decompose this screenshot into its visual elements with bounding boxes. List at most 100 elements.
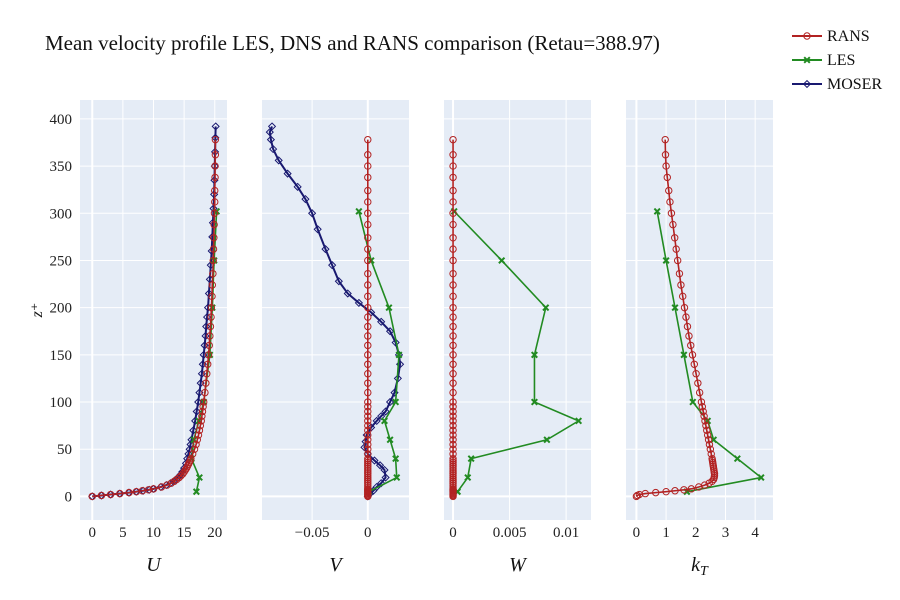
legend-label: MOSER: [827, 76, 882, 93]
rans-point: [700, 412, 708, 420]
rans-point: [204, 351, 213, 359]
rans-point: [364, 473, 372, 482]
x-tick-label: 0: [449, 525, 457, 541]
chart-title: Mean velocity profile LES, DNS and RANS …: [45, 31, 660, 55]
rans-point: [190, 445, 199, 453]
moser-point: [380, 465, 389, 475]
rans-point: [364, 303, 372, 312]
moser-point: [266, 135, 276, 144]
rans-point: [364, 475, 372, 484]
rans-point: [449, 162, 457, 170]
rans-point: [364, 468, 372, 476]
rans-point: [449, 292, 457, 301]
les-point: [380, 417, 389, 425]
x-tick-label: 2: [692, 525, 700, 541]
rans-point: [449, 431, 457, 439]
rans-point: [680, 486, 688, 494]
moser-point: [209, 204, 218, 213]
rans-point: [364, 173, 372, 182]
rans-point: [364, 471, 372, 480]
moser-point: [385, 327, 395, 336]
rans-point: [662, 162, 670, 170]
x-tick-label: 0: [89, 525, 97, 541]
rans-point: [703, 426, 711, 435]
rans-point: [364, 481, 372, 489]
moser-point: [385, 397, 395, 407]
moser-point: [202, 312, 212, 322]
rans-point: [449, 313, 457, 321]
rans-point: [449, 398, 457, 406]
moser-point: [381, 473, 390, 482]
rans-point: [364, 313, 372, 321]
rans-point: [364, 454, 372, 463]
x-tick-label: 0: [364, 525, 372, 541]
rans-point: [149, 485, 158, 493]
rans-point: [671, 234, 679, 242]
rans-point: [198, 412, 206, 420]
rans-point: [449, 454, 457, 463]
rans-point: [364, 479, 372, 487]
les-point: [386, 436, 394, 444]
rans-point: [677, 281, 685, 289]
rans-point: [675, 269, 684, 278]
rans-point: [364, 209, 372, 217]
rans-point: [700, 481, 709, 489]
y-tick-label: 150: [50, 348, 73, 364]
rans-point: [449, 256, 457, 265]
rans-point: [685, 332, 693, 340]
rans-point: [210, 209, 219, 217]
rans-point: [364, 186, 372, 195]
rans-point: [364, 256, 372, 265]
rans-point: [209, 245, 218, 253]
rans-point: [364, 220, 372, 229]
moser-point: [334, 277, 343, 286]
rans-point: [364, 477, 372, 486]
les-point: [392, 455, 400, 463]
rans-point: [449, 332, 457, 340]
rans-point: [364, 198, 372, 206]
legend-label: LES: [827, 52, 855, 69]
moser-point: [377, 479, 386, 488]
rans-point: [449, 479, 457, 487]
rans-point: [449, 485, 457, 493]
rans-point: [449, 471, 457, 480]
rans-point: [175, 473, 183, 482]
rans-point: [211, 186, 219, 195]
rans-point: [364, 407, 372, 416]
rans-point: [662, 487, 670, 496]
rans-point: [364, 485, 372, 493]
rans-point: [449, 341, 457, 350]
moser-point: [269, 144, 278, 154]
rans-point: [449, 370, 457, 378]
rans-point: [449, 151, 457, 159]
rans-point: [666, 198, 674, 206]
les-point: [192, 488, 200, 496]
legend-item-les[interactable]: LES: [792, 52, 855, 69]
rans-point: [364, 332, 372, 340]
y-tick-label: 300: [50, 206, 73, 222]
les-point: [385, 304, 393, 312]
x-axis-label: V: [329, 554, 344, 576]
rans-point: [699, 407, 707, 416]
moser-point: [377, 412, 386, 421]
legend-item-moser[interactable]: MOSER: [792, 76, 882, 93]
rans-point: [364, 450, 372, 458]
legend-item-rans[interactable]: RANS: [792, 28, 870, 45]
rans-point: [209, 256, 217, 265]
rans-point: [710, 471, 719, 480]
les-line: [358, 211, 400, 493]
rans-point: [181, 466, 190, 474]
rans-point: [641, 489, 650, 498]
rans-point: [449, 481, 457, 489]
moser-point: [370, 456, 379, 465]
rans-point: [449, 388, 457, 397]
rans-point: [449, 464, 457, 472]
moser-point: [308, 209, 317, 218]
moser-point: [328, 261, 337, 270]
rans-line: [635, 139, 716, 497]
rans-point: [449, 351, 457, 359]
les-point: [575, 417, 583, 425]
rans-point: [210, 220, 218, 229]
rans-point: [364, 412, 372, 420]
rans-point: [179, 470, 187, 478]
